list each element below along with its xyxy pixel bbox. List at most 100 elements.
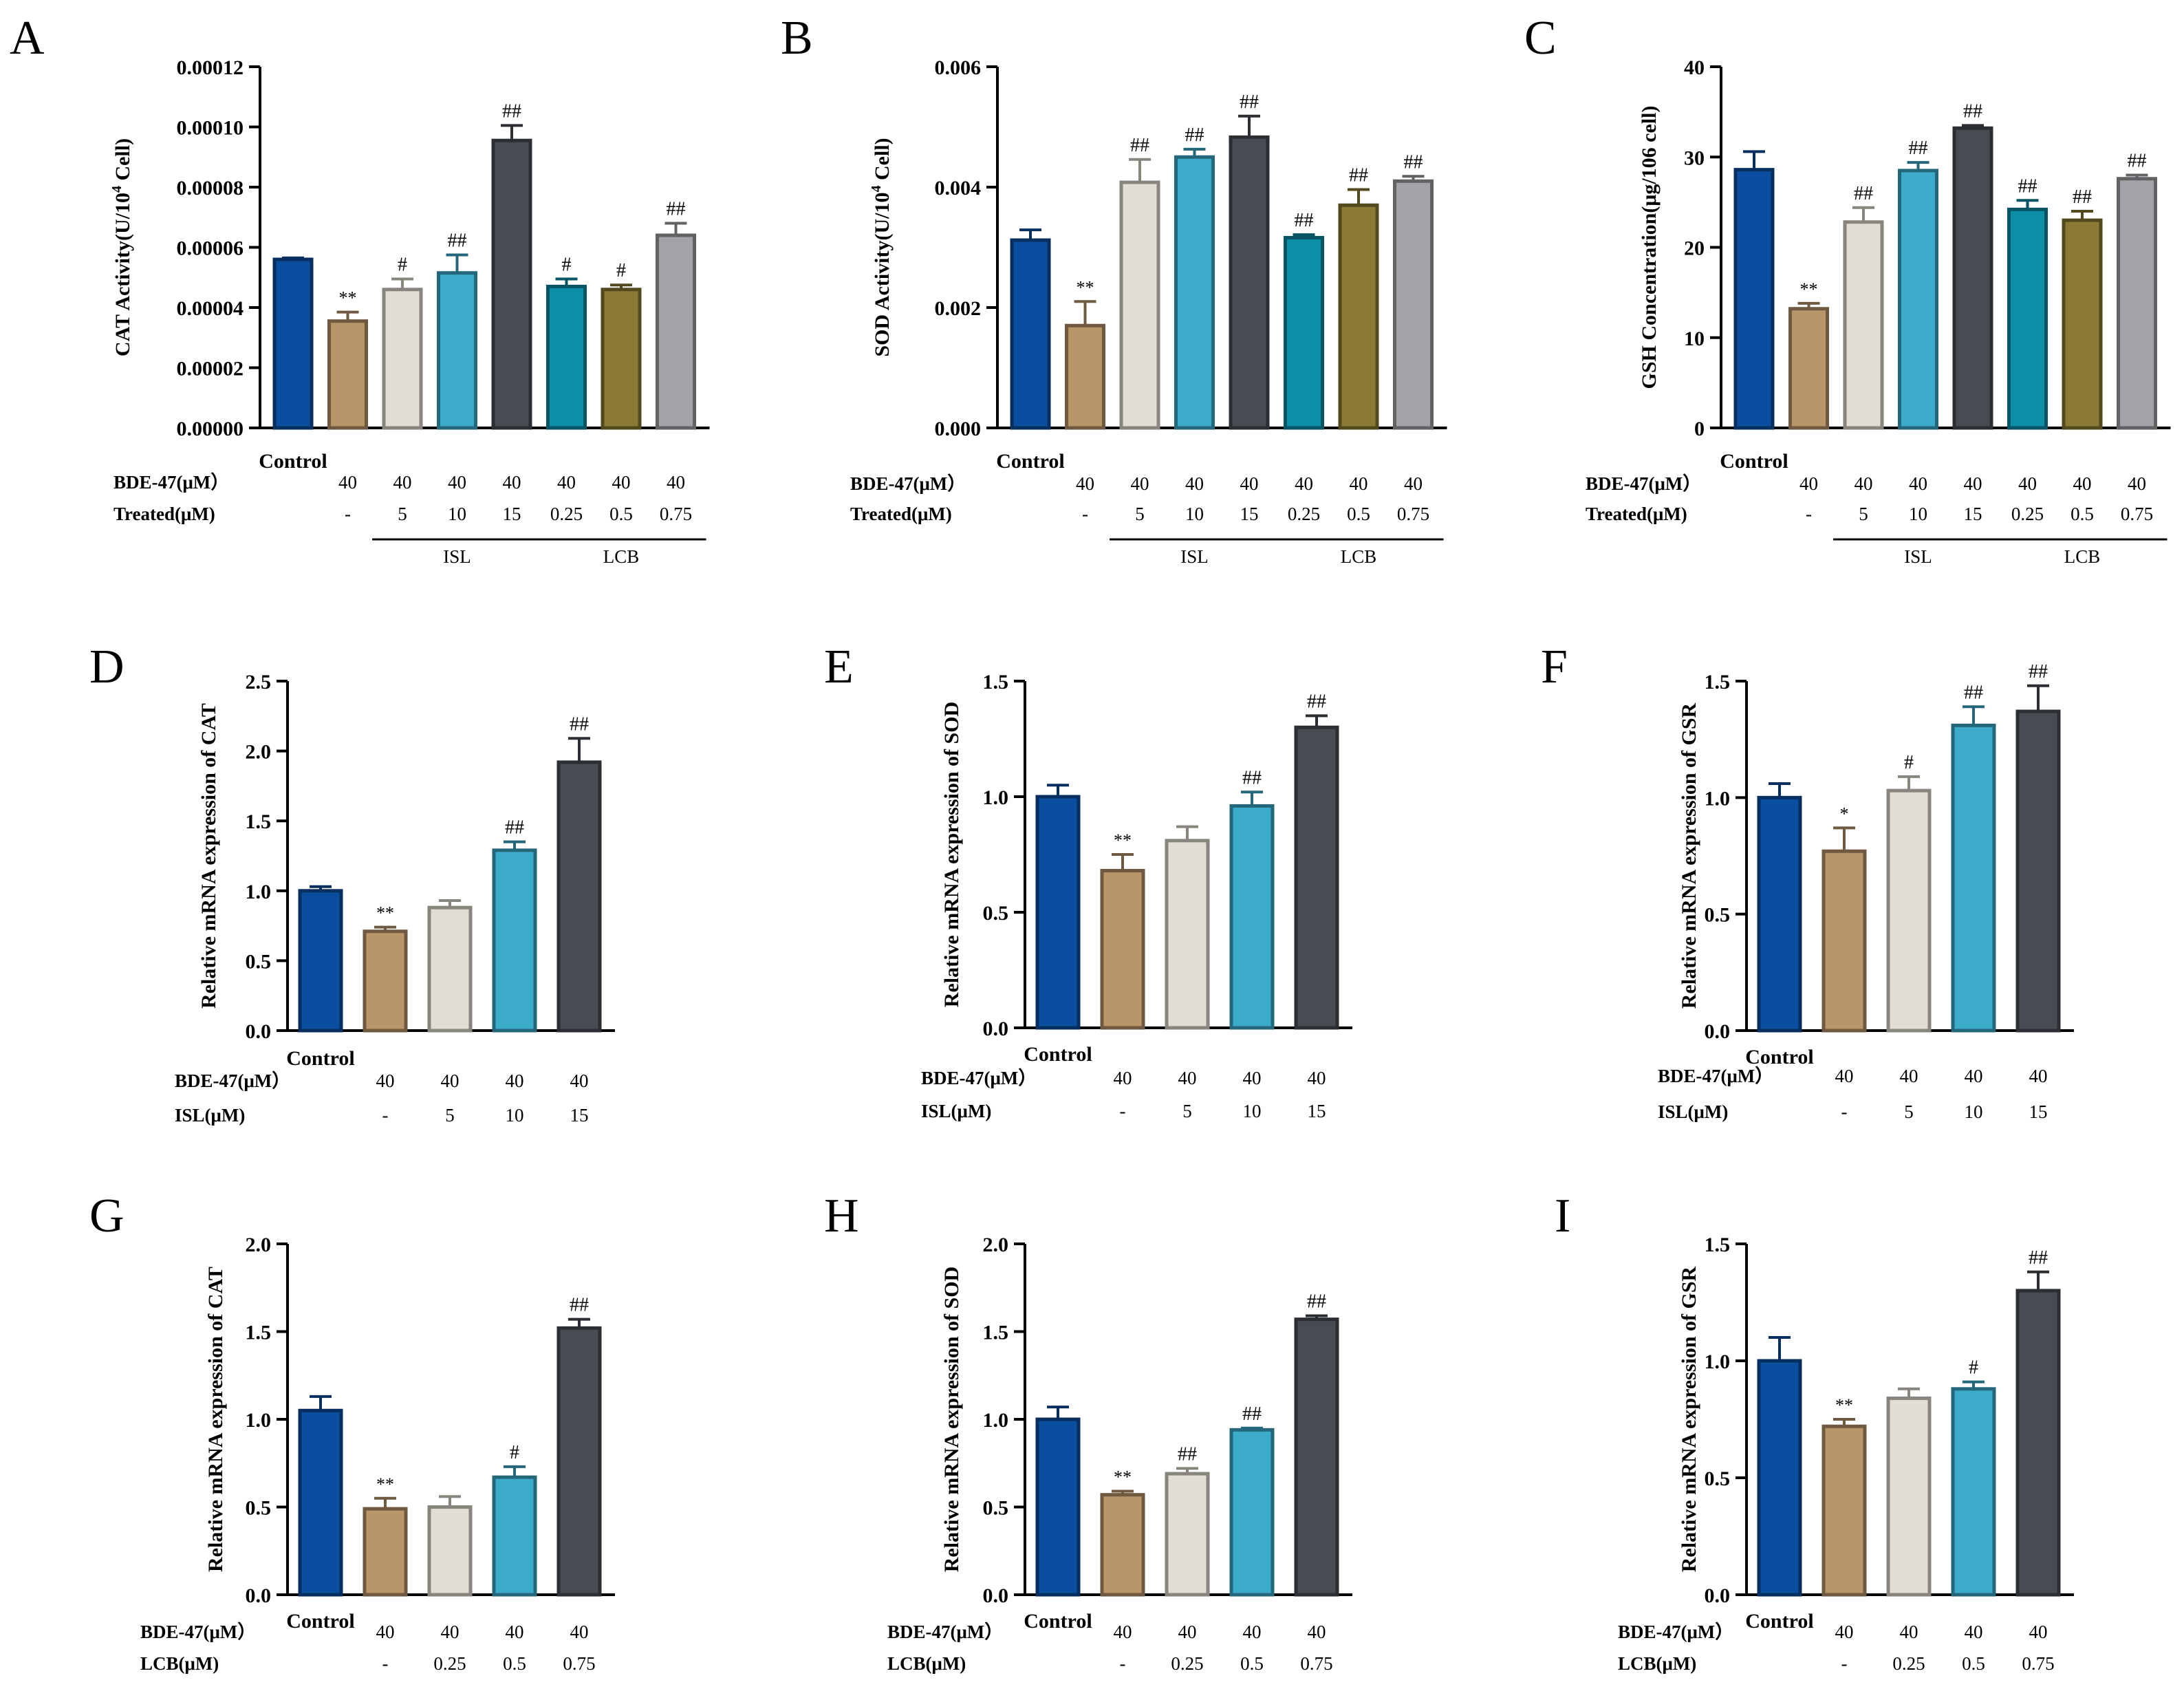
bar <box>1229 1428 1275 1597</box>
panel-letter: H <box>824 1190 859 1242</box>
row2-value: - <box>1806 504 1812 524</box>
significance-label: ## <box>505 817 524 839</box>
y-tick-label: 1.0 <box>246 1409 272 1432</box>
panel-letter: C <box>1524 12 1557 65</box>
bar <box>1951 723 1996 1033</box>
significance-label: ## <box>1307 691 1326 712</box>
bar <box>556 760 602 1033</box>
y-tick-label: 10 <box>1684 327 1705 350</box>
y-axis-label: SOD Activity(U/104 Cell) <box>869 138 894 356</box>
row1-value: 40 <box>1900 1622 1918 1642</box>
row1-value: 40 <box>570 1070 589 1091</box>
row2-value: 5 <box>398 504 407 524</box>
row1-value: 40 <box>1965 1066 1983 1086</box>
row2-value: 0.5 <box>609 504 633 524</box>
row2-value: 15 <box>1964 504 1982 524</box>
y-tick-label: 1.5 <box>1705 1234 1731 1256</box>
bar <box>2062 218 2103 430</box>
significance-label: ## <box>570 713 589 735</box>
significance-label: ** <box>1077 277 1094 297</box>
significance-label: ## <box>570 1295 589 1316</box>
bar <box>363 929 408 1033</box>
row1-value: 40 <box>503 472 521 493</box>
bar <box>427 905 473 1033</box>
y-tick-label: 0.5 <box>983 1497 1009 1520</box>
bar <box>1284 236 1324 430</box>
row2-value: 0.75 <box>1300 1653 1332 1674</box>
row-label-bde47: BDE-47(μM） <box>887 1622 1003 1642</box>
row1-value: 40 <box>1185 473 1204 494</box>
row1-value: 40 <box>1131 473 1149 494</box>
panel-letter: F <box>1541 641 1568 693</box>
row2-value: 0.25 <box>2011 504 2044 524</box>
row1-value: 40 <box>1114 1622 1132 1642</box>
row-label-bde47: BDE-47(μM） <box>113 472 229 493</box>
significance-label: ## <box>1964 682 1983 703</box>
row1-value: 40 <box>2029 1622 2048 1642</box>
bar <box>1100 869 1145 1030</box>
y-tick-label: 1.0 <box>246 881 272 903</box>
bar <box>492 848 537 1033</box>
row1-value: 40 <box>570 1622 589 1642</box>
significance-label: ** <box>1114 830 1132 850</box>
control-label: Control <box>1745 1610 1813 1633</box>
row2-value: 10 <box>506 1105 524 1126</box>
bar <box>1065 323 1105 430</box>
significance-label: ## <box>1178 1443 1197 1465</box>
y-tick-label: 2.0 <box>983 1234 1009 1256</box>
bar <box>1010 238 1051 430</box>
panel-c: C 0 10 20 30 40 GSH Concentration(μg/106 cell)… <box>1524 12 2171 567</box>
y-tick-label: 1.5 <box>246 1322 272 1344</box>
row2-value: 5 <box>445 1105 455 1126</box>
row2-value: - <box>345 504 351 524</box>
panel-letter: I <box>1555 1190 1570 1242</box>
significance-label: ## <box>1295 210 1314 231</box>
y-tick-label: 0.006 <box>935 56 982 79</box>
y-axis-label: CAT Activity(U/104 Cell) <box>109 138 134 356</box>
row1-value: 40 <box>1965 1622 1983 1642</box>
bar <box>298 1408 343 1597</box>
control-label: Control <box>1024 1043 1092 1066</box>
y-tick-label: 2.5 <box>246 671 272 693</box>
significance-label: ** <box>1835 1395 1853 1415</box>
row2-value: 15 <box>503 504 521 524</box>
control-label: Control <box>259 450 327 473</box>
row2-value: 0.25 <box>433 1653 466 1674</box>
row2-value: - <box>382 1653 389 1674</box>
y-tick-label: 1.0 <box>983 786 1009 809</box>
bar <box>1294 1317 1339 1597</box>
y-tick-label: 0.00008 <box>177 177 244 200</box>
row2-value: 5 <box>1904 1101 1914 1122</box>
row2-value: 15 <box>1308 1101 1326 1121</box>
row2-value: 15 <box>570 1105 589 1126</box>
row-label-treatment: Treated(μM) <box>113 504 215 524</box>
significance-label: # <box>616 260 626 281</box>
significance-label: # <box>510 1442 519 1463</box>
y-axis-label: Relative mRNA expression of GSR <box>1678 1266 1700 1572</box>
row-label-treatment: ISL(μM) <box>175 1105 245 1126</box>
bar <box>1338 203 1379 430</box>
row1-value: 40 <box>1835 1622 1854 1642</box>
y-tick-label: 1.0 <box>983 1409 1009 1432</box>
row2-value: 0.25 <box>1288 504 1320 524</box>
row2-value: - <box>382 1105 389 1126</box>
panel-h: H 0.0 0.5 1.0 1.5 2.0 Relative mRNA expression… <box>824 1190 1352 1674</box>
y-tick-label: 1.5 <box>983 1322 1009 1344</box>
y-tick-label: 0.0 <box>1705 1020 1731 1043</box>
row1-value: 40 <box>1909 473 1927 494</box>
row1-value: 40 <box>1350 473 1368 494</box>
row1-value: 40 <box>612 472 631 493</box>
row-label-bde47: BDE-47(μM） <box>175 1070 290 1091</box>
y-tick-label: 1.0 <box>1705 787 1731 810</box>
y-tick-label: 30 <box>1684 147 1705 169</box>
bar <box>427 1505 473 1597</box>
y-tick-label: 0.004 <box>935 177 982 200</box>
significance-label: ## <box>1242 1403 1262 1425</box>
y-tick-label: 1.5 <box>246 810 272 833</box>
control-label: Control <box>286 1047 354 1070</box>
row1-value: 40 <box>557 472 576 493</box>
bar <box>1757 795 1802 1033</box>
bar <box>1165 1472 1210 1597</box>
row2-value: 0.5 <box>1962 1653 1985 1674</box>
panel-d: D 0.0 0.5 1.0 1.5 2.0 2.5 Relative mRNA express… <box>89 641 615 1126</box>
